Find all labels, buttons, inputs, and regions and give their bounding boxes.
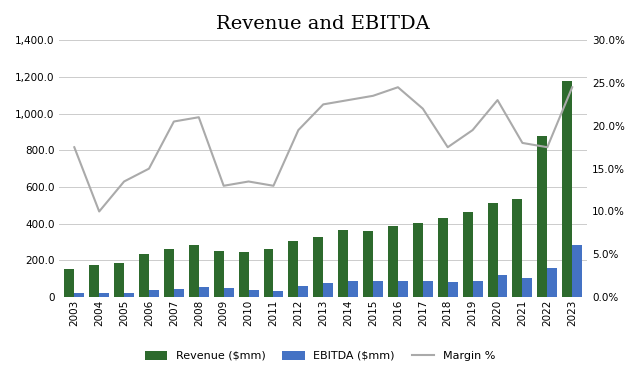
Bar [89, 265, 99, 297]
Margin % [145, 167, 153, 171]
Bar [273, 291, 284, 297]
Margin % [294, 128, 302, 132]
Bar [438, 218, 448, 297]
Bar [563, 81, 572, 297]
Bar [363, 231, 373, 297]
Bar [124, 293, 134, 297]
Margin % [70, 145, 78, 150]
Bar [199, 287, 209, 297]
Bar [522, 278, 532, 297]
Bar [423, 280, 433, 297]
Bar [547, 268, 557, 297]
Margin % [493, 98, 501, 102]
Bar [74, 293, 84, 297]
Margin % [468, 128, 476, 132]
Bar [99, 293, 109, 297]
Bar [572, 245, 582, 297]
Bar [497, 275, 508, 297]
Bar [239, 252, 248, 297]
Margin % [195, 115, 203, 119]
Margin % [568, 85, 576, 89]
Bar [189, 245, 199, 297]
Bar [174, 289, 184, 297]
Bar [338, 230, 348, 297]
Margin % [170, 119, 178, 124]
Margin % [319, 102, 327, 106]
Margin % [369, 93, 377, 98]
Legend: Revenue ($mm), EBITDA ($mm), Margin %: Revenue ($mm), EBITDA ($mm), Margin % [140, 346, 500, 365]
Bar [298, 286, 308, 297]
Bar [448, 282, 458, 297]
Bar [164, 249, 174, 297]
Margin % [120, 179, 128, 184]
Bar [348, 280, 358, 297]
Bar [472, 280, 483, 297]
Bar [488, 203, 497, 297]
Bar [463, 212, 472, 297]
Bar [223, 288, 234, 297]
Margin % [95, 209, 103, 214]
Bar [214, 251, 223, 297]
Bar [65, 269, 74, 297]
Line: Margin %: Margin % [74, 87, 572, 211]
Margin % [419, 106, 427, 111]
Bar [314, 237, 323, 297]
Bar [289, 241, 298, 297]
Margin % [518, 141, 526, 145]
Bar [388, 226, 398, 297]
Bar [413, 223, 423, 297]
Bar [248, 290, 259, 297]
Margin % [244, 179, 252, 184]
Margin % [344, 98, 352, 102]
Bar [264, 249, 273, 297]
Title: Revenue and EBITDA: Revenue and EBITDA [216, 15, 430, 33]
Margin % [543, 145, 551, 150]
Bar [323, 283, 333, 297]
Bar [373, 280, 383, 297]
Margin % [394, 85, 402, 89]
Bar [114, 263, 124, 297]
Bar [398, 280, 408, 297]
Margin % [444, 145, 452, 150]
Bar [538, 135, 547, 297]
Margin % [269, 184, 277, 188]
Bar [149, 290, 159, 297]
Bar [513, 199, 522, 297]
Bar [139, 254, 149, 297]
Margin % [220, 184, 227, 188]
